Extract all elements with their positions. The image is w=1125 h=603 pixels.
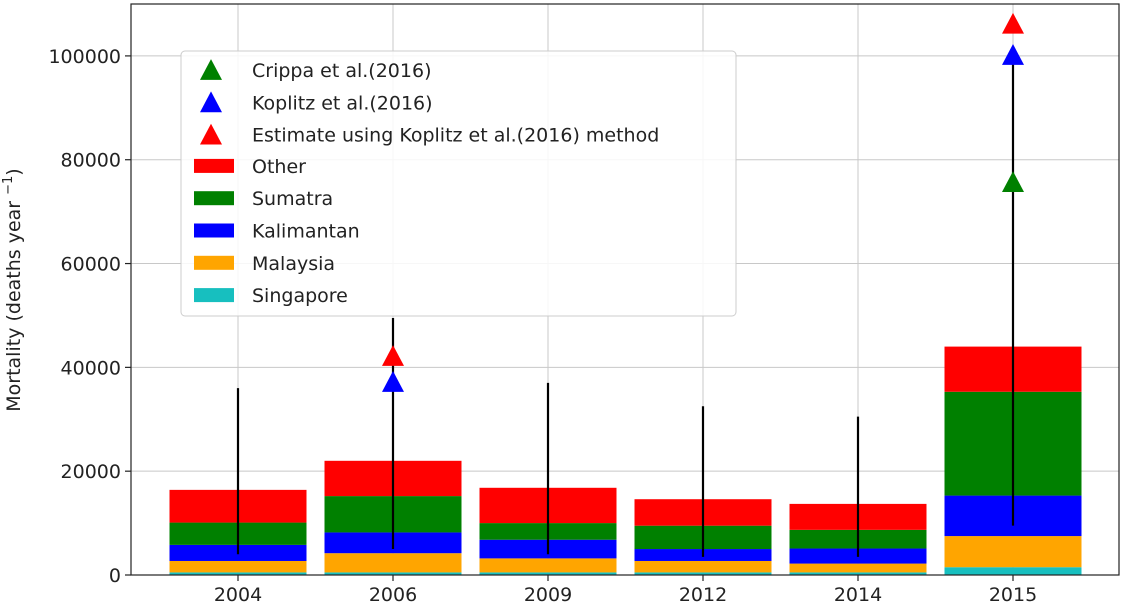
bar-singapore-2015	[944, 567, 1082, 575]
x-tick-label: 2015	[989, 584, 1037, 603]
legend-box	[180, 50, 737, 317]
marker-2015	[1002, 171, 1024, 192]
legend-label: Koplitz et al.(2016)	[252, 92, 433, 114]
y-tick-label: 60000	[61, 254, 121, 276]
bar-singapore-2014	[789, 572, 927, 575]
markers	[382, 12, 1024, 392]
legend-label: Malaysia	[252, 253, 335, 275]
legend-label: Kalimantan	[252, 221, 360, 243]
bar-malaysia-2012	[634, 560, 772, 573]
y-tick-label: 0	[109, 565, 121, 587]
legend-swatch-malaysia	[194, 255, 234, 270]
marker-2006	[382, 345, 404, 366]
bar-singapore-2012	[634, 572, 772, 575]
x-tick-label: 2014	[834, 584, 882, 603]
legend-label: Singapore	[252, 285, 348, 307]
bar-singapore-2004	[169, 572, 307, 575]
y-tick-label: 100000	[48, 46, 121, 68]
y-axis-label-close: )	[3, 168, 25, 175]
legend-label: Sumatra	[252, 188, 333, 210]
legend-marker-1	[200, 91, 222, 113]
x-tick-label: 2006	[369, 584, 417, 603]
legend-swatch-other	[194, 158, 234, 173]
legend-marker-0	[200, 59, 222, 80]
y-axis: 0 20000 40000 60000 80000 100000	[48, 46, 131, 587]
marker-2015	[1002, 12, 1024, 34]
y-tick-label: 40000	[61, 357, 121, 379]
bar-malaysia-2014	[789, 563, 927, 573]
x-tick-label: 2004	[214, 584, 262, 603]
y-tick-label: 20000	[61, 461, 121, 483]
legend-label: Estimate using Koplitz et al.(2016) meth…	[252, 125, 659, 147]
marker-2015	[1002, 44, 1024, 65]
y-axis-label: Mortality (deaths year −1)	[1, 168, 25, 411]
bar-singapore-2006	[324, 572, 462, 575]
bar-malaysia-2009	[479, 558, 617, 573]
bar-malaysia-2006	[324, 553, 462, 573]
legend-label: Crippa et al.(2016)	[252, 60, 431, 82]
bar-malaysia-2015	[944, 536, 1082, 568]
x-tick-label: 2009	[524, 584, 572, 603]
y-axis-label-main: Mortality (deaths year	[3, 195, 25, 412]
legend: Crippa et al.(2016) Koplitz et al.(2016) E…	[180, 50, 737, 317]
plot-frame	[130, 3, 1120, 576]
x-axis: 2004 2006 2009 2012 2014 2015	[214, 575, 1037, 603]
legend-label: Other	[252, 156, 306, 178]
legend-swatch-singapore	[194, 288, 234, 303]
y-tick-label: 80000	[61, 150, 121, 172]
legend-swatch-kalimantan	[194, 223, 234, 238]
y-axis-label-sup: −1	[1, 176, 16, 195]
bar-singapore-2009	[479, 572, 617, 575]
legend-marker-2	[200, 123, 222, 145]
legend-swatch-sumatra	[194, 191, 234, 206]
bar-malaysia-2004	[169, 560, 307, 573]
bars	[169, 346, 1082, 575]
x-tick-label: 2012	[679, 584, 727, 603]
marker-2006	[382, 371, 404, 392]
